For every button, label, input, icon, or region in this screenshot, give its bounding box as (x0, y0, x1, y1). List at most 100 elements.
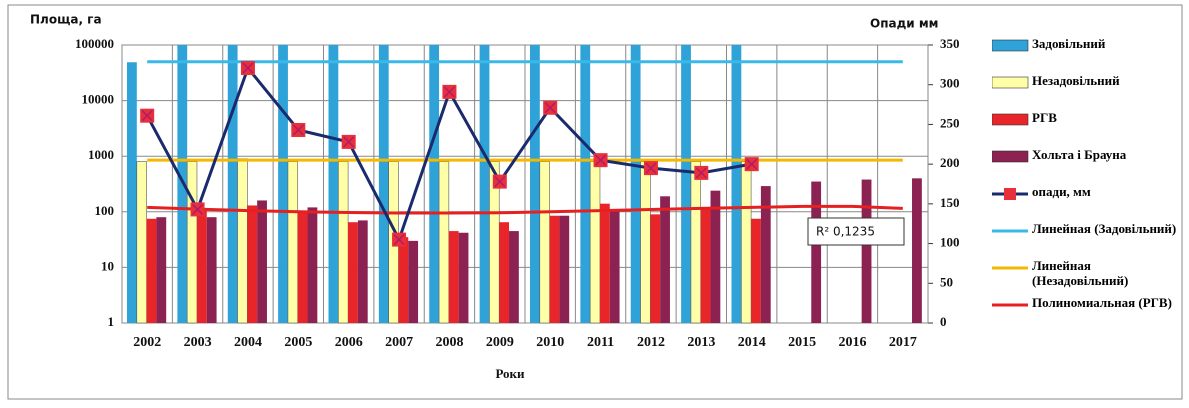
legend-label: РГВ (1032, 110, 1057, 125)
bar (760, 186, 771, 323)
x-tick-label: 2005 (284, 335, 312, 350)
x-tick-label: 2013 (687, 335, 715, 350)
y-tick-label: 10000 (82, 92, 115, 107)
bar (146, 218, 157, 323)
marker-cross (393, 234, 405, 246)
marker-cross (695, 167, 707, 179)
marker (392, 232, 407, 247)
marker-cross (192, 203, 204, 215)
legend-swatch (992, 113, 1029, 126)
marker (543, 100, 558, 115)
x-tick-label: 2011 (587, 335, 614, 350)
legend-item: опади, мм (992, 184, 1182, 221)
marker-cross (595, 154, 607, 166)
bar (599, 203, 610, 323)
bar (156, 217, 167, 323)
bar (206, 217, 217, 323)
legend-swatch (992, 39, 1029, 52)
legend-label: Незадовільний (1032, 73, 1120, 88)
bar (499, 222, 510, 323)
x-tick-label: 2017 (889, 335, 917, 350)
y2-tick-label: 300 (940, 76, 960, 91)
y-tick-label: 1 (108, 314, 115, 329)
marker-cross (544, 102, 556, 114)
bar (247, 205, 258, 323)
x-tick-label: 2015 (788, 335, 816, 350)
legend-swatch (992, 266, 1028, 270)
legend-label: Линейная (Незадовільний) (1032, 258, 1129, 288)
bar (710, 190, 721, 323)
bar (186, 161, 198, 324)
legend-rect (992, 150, 1029, 163)
annotation: R² 0,1235 (816, 225, 875, 239)
bar (196, 209, 207, 323)
bar (378, 45, 389, 323)
legend-rect (992, 76, 1029, 89)
bar (479, 45, 490, 323)
legend-swatch (992, 229, 1028, 233)
legend-rect (992, 113, 1029, 126)
marker (643, 161, 658, 176)
bar (912, 178, 922, 323)
bar (408, 240, 419, 323)
bar (227, 45, 238, 323)
bar (438, 161, 450, 324)
y2-tick-label: 350 (940, 36, 960, 51)
y2-tick-label: 100 (940, 235, 960, 250)
legend-label: Задовільний (1032, 36, 1106, 51)
bar (731, 45, 742, 323)
legend-item: Хольта і Брауна (992, 147, 1182, 184)
x-title: Роки (495, 366, 525, 381)
bar (458, 232, 469, 323)
marker-cross (141, 110, 153, 122)
x-tick-label: 2003 (184, 335, 212, 350)
bar (861, 179, 872, 323)
marker (593, 153, 608, 168)
x-tick-label: 2006 (335, 335, 363, 350)
marker-cross (292, 124, 304, 136)
marker-cross (343, 136, 355, 148)
legend-label: опади, мм (1032, 184, 1091, 199)
bar (278, 45, 288, 323)
bar (237, 158, 248, 324)
series-line (147, 204, 903, 215)
bar (357, 220, 368, 323)
y-tick-label: 100000 (75, 36, 114, 51)
chart-border (7, 4, 1183, 400)
legend-item: Линейная (Задовільний) (992, 221, 1182, 258)
bar (681, 45, 691, 323)
x-tick-label: 2007 (385, 335, 413, 350)
legend-swatch (992, 188, 1028, 200)
legend: Задовільний Незадовільний РГВ Хольта і Брау… (992, 36, 1182, 332)
legend-swatch (992, 150, 1029, 163)
bar (448, 231, 459, 323)
bar (589, 161, 601, 324)
marker (190, 202, 205, 217)
legend-label: Линейная (Задовільний) (1032, 221, 1177, 236)
x-tick-label: 2004 (234, 335, 262, 350)
bar (751, 218, 761, 323)
y2-title: Опади мм (870, 17, 938, 31)
marker-cross (494, 176, 506, 188)
legend-label: Хольта і Брауна (1032, 147, 1127, 162)
legend-swatch (992, 76, 1029, 89)
bar (740, 161, 752, 324)
bar (530, 45, 540, 323)
bar (559, 215, 570, 323)
legend-marker (1004, 188, 1016, 200)
x-tick-label: 2009 (486, 335, 514, 350)
y-tick-label: 1000 (88, 147, 114, 162)
x-tick-label: 2008 (435, 335, 463, 350)
y2-tick-label: 250 (940, 115, 960, 130)
bar (287, 161, 299, 324)
y-tick-label: 100 (95, 203, 115, 218)
bar (549, 215, 560, 323)
marker (492, 174, 507, 189)
legend-rect (992, 39, 1029, 52)
annotation-box (807, 217, 905, 246)
bar (509, 231, 519, 323)
bar (328, 45, 339, 323)
legend-item: Незадовільний (992, 73, 1182, 110)
